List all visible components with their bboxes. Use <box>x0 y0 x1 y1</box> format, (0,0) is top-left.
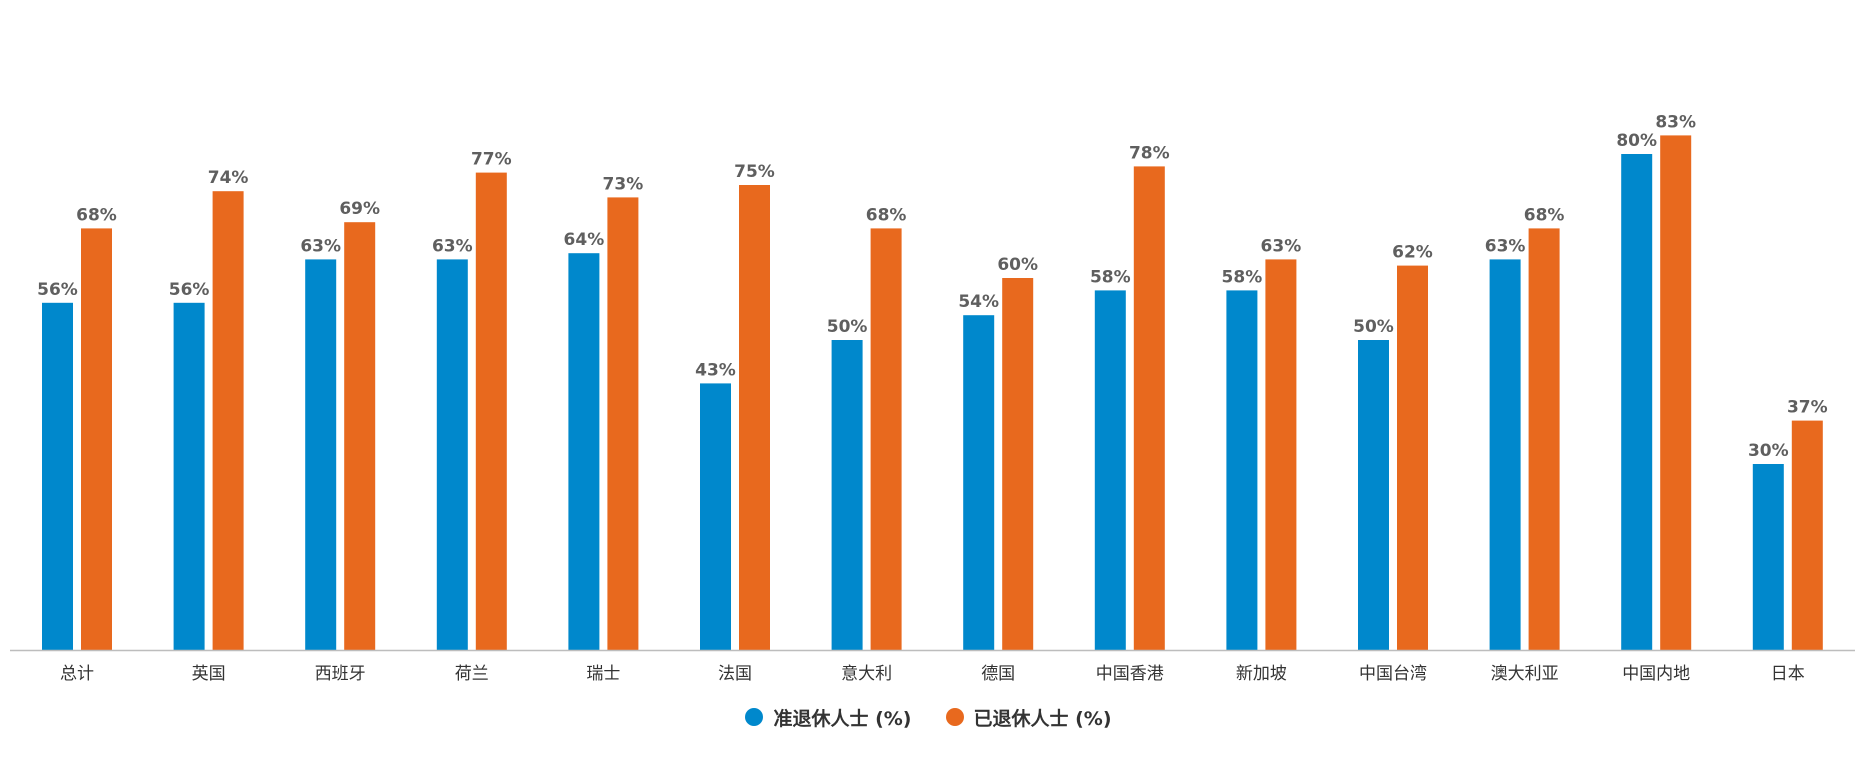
data-label-pre-retiree-7: 54% <box>958 292 999 312</box>
data-label-pre-retiree-10: 50% <box>1353 317 1394 337</box>
data-label-pre-retiree-3: 63% <box>432 236 473 256</box>
bar-pre-retiree-5 <box>700 383 731 650</box>
x-tick-label-6: 意大利 <box>841 664 892 684</box>
bar-retiree-13 <box>1791 420 1823 650</box>
bar-pre-retiree-12 <box>1621 154 1653 650</box>
data-label-retiree-3: 77% <box>471 150 512 170</box>
bar-retiree-0 <box>81 228 112 650</box>
legend-item-pre-retiree: 准退休人士 (%) <box>745 704 912 731</box>
bar-pre-retiree-4 <box>568 253 600 650</box>
data-label-retiree-11: 68% <box>1524 205 1565 225</box>
data-label-pre-retiree-12: 80% <box>1616 131 1657 151</box>
bar-pre-retiree-3 <box>436 259 468 650</box>
data-label-pre-retiree-8: 58% <box>1090 267 1131 287</box>
bar-retiree-4 <box>607 197 639 650</box>
x-axis-ticks: 总计 英国 西班牙 荷兰 瑞士 法国 意大利 德国 中国香港 新加坡 中国台湾 澳大利亚 中国内地 日本 <box>60 664 1805 684</box>
x-tick-label-0: 总计 <box>60 664 94 684</box>
data-label-retiree-13: 37% <box>1787 398 1828 418</box>
data-label-pre-retiree-11: 63% <box>1485 236 1526 256</box>
bars-group: 56% 68% 56% 74% 63% 69% 63% 77% 64% 73% 43% 75% 50% 6… <box>37 112 1828 650</box>
data-label-retiree-5: 75% <box>734 162 775 182</box>
x-tick-label-8: 中国香港 <box>1096 664 1164 684</box>
x-tick-label-3: 荷兰 <box>455 664 489 684</box>
data-label-retiree-0: 68% <box>76 205 117 225</box>
x-tick-label-12: 中国内地 <box>1622 664 1690 684</box>
data-label-retiree-4: 73% <box>603 174 644 194</box>
data-label-pre-retiree-6: 50% <box>827 317 868 337</box>
data-label-retiree-10: 62% <box>1392 243 1433 263</box>
bar-pre-retiree-7 <box>963 315 995 650</box>
x-tick-label-1: 英国 <box>192 664 226 684</box>
bar-retiree-9 <box>1265 259 1297 650</box>
bar-pre-retiree-2 <box>305 259 337 650</box>
x-tick-label-9: 新加坡 <box>1236 664 1287 684</box>
data-label-retiree-9: 63% <box>1261 236 1302 256</box>
legend-marker-retiree <box>945 708 964 726</box>
bar-retiree-3 <box>475 172 507 650</box>
bar-chart: 56% 68% 56% 74% 63% 69% 63% 77% 64% 73% 43% 75% 50% 6… <box>10 112 1855 684</box>
legend-label-retiree: 已退休人士 (%) <box>973 707 1112 730</box>
legend-label-pre-retiree: 准退休人士 (%) <box>773 707 912 730</box>
bar-retiree-10 <box>1397 265 1428 650</box>
legend: 准退休人士 (%) 已退休人士 (%) <box>0 700 1857 734</box>
legend-marker-pre-retiree <box>745 708 764 726</box>
bar-retiree-6 <box>870 228 902 650</box>
bar-retiree-2 <box>344 222 376 650</box>
data-label-retiree-7: 60% <box>997 255 1038 275</box>
data-label-pre-retiree-2: 63% <box>300 236 341 256</box>
legend-item-retiree: 已退休人士 (%) <box>945 704 1112 731</box>
data-label-pre-retiree-5: 43% <box>695 360 736 380</box>
x-tick-label-5: 法国 <box>718 664 752 684</box>
bar-pre-retiree-9 <box>1226 290 1258 650</box>
data-label-retiree-8: 78% <box>1129 143 1170 163</box>
x-tick-label-13: 日本 <box>1771 664 1805 684</box>
bar-retiree-8 <box>1133 166 1165 650</box>
data-label-pre-retiree-4: 64% <box>564 230 605 250</box>
data-label-retiree-1: 74% <box>208 168 249 188</box>
bar-pre-retiree-10 <box>1358 340 1389 650</box>
data-label-pre-retiree-9: 58% <box>1222 267 1263 287</box>
data-label-retiree-2: 69% <box>339 199 380 219</box>
bar-retiree-5 <box>739 185 770 650</box>
bar-pre-retiree-1 <box>173 302 205 650</box>
data-label-retiree-12: 83% <box>1655 112 1696 132</box>
bar-retiree-1 <box>212 191 244 650</box>
bar-retiree-12 <box>1660 135 1692 650</box>
x-tick-label-2: 西班牙 <box>315 664 366 684</box>
bar-pre-retiree-11 <box>1489 259 1521 650</box>
data-label-pre-retiree-13: 30% <box>1748 441 1789 461</box>
bar-pre-retiree-0 <box>42 302 73 650</box>
x-tick-label-7: 德国 <box>981 664 1015 684</box>
x-tick-label-4: 瑞士 <box>586 664 620 684</box>
bar-pre-retiree-13 <box>1752 464 1784 650</box>
data-label-pre-retiree-0: 56% <box>37 280 78 300</box>
bar-retiree-7 <box>1002 278 1034 650</box>
bar-retiree-11 <box>1528 228 1560 650</box>
bar-pre-retiree-6 <box>831 340 863 650</box>
data-label-retiree-6: 68% <box>866 205 907 225</box>
bar-pre-retiree-8 <box>1094 290 1126 650</box>
x-tick-label-11: 澳大利亚 <box>1491 664 1559 684</box>
data-label-pre-retiree-1: 56% <box>169 280 210 300</box>
x-tick-label-10: 中国台湾 <box>1359 664 1427 684</box>
